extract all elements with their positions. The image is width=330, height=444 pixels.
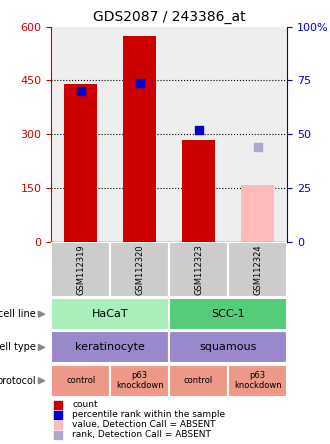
Text: p63
knockdown: p63 knockdown: [116, 371, 163, 390]
Text: GSM112324: GSM112324: [253, 244, 262, 295]
Bar: [123, 36, 156, 242]
Bar: [51, 298, 169, 330]
Text: squamous: squamous: [199, 342, 257, 353]
Point: [196, 127, 201, 134]
Bar: [169, 242, 228, 297]
Text: keratinocyte: keratinocyte: [75, 342, 145, 353]
Text: percentile rank within the sample: percentile rank within the sample: [72, 410, 225, 419]
Bar: [228, 242, 287, 297]
Point: [55, 401, 61, 408]
Title: GDS2087 / 243386_at: GDS2087 / 243386_at: [93, 10, 246, 24]
Bar: [51, 331, 169, 363]
Point: [55, 421, 61, 428]
Bar: [64, 84, 97, 242]
Bar: [110, 242, 169, 297]
Bar: [182, 140, 215, 242]
Text: control: control: [184, 376, 213, 385]
Point: [78, 88, 83, 95]
Text: count: count: [72, 400, 98, 409]
Text: control: control: [66, 376, 95, 385]
Text: protocol: protocol: [0, 376, 36, 386]
Text: p63
knockdown: p63 knockdown: [234, 371, 281, 390]
Bar: [51, 242, 110, 297]
Bar: [241, 185, 274, 242]
Point: [55, 431, 61, 438]
Text: SCC-1: SCC-1: [211, 309, 245, 319]
Bar: [169, 365, 228, 397]
Text: rank, Detection Call = ABSENT: rank, Detection Call = ABSENT: [72, 430, 211, 439]
Text: cell type: cell type: [0, 342, 36, 353]
Text: GSM112320: GSM112320: [135, 244, 144, 295]
Bar: [110, 365, 169, 397]
Text: GSM112319: GSM112319: [76, 244, 85, 295]
Text: cell line: cell line: [0, 309, 36, 319]
Point: [255, 144, 260, 151]
Text: HaCaT: HaCaT: [92, 309, 128, 319]
Point: [55, 411, 61, 418]
Text: GSM112323: GSM112323: [194, 244, 203, 295]
Text: value, Detection Call = ABSENT: value, Detection Call = ABSENT: [72, 420, 216, 429]
Bar: [169, 331, 287, 363]
Point: [137, 79, 142, 86]
Bar: [228, 365, 287, 397]
Bar: [169, 298, 287, 330]
Bar: [51, 365, 110, 397]
